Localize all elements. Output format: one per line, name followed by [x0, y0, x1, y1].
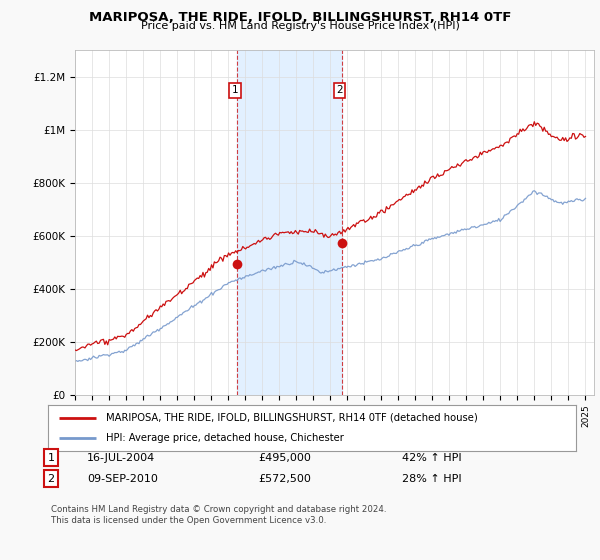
Text: MARIPOSA, THE RIDE, IFOLD, BILLINGSHURST, RH14 0TF (detached house): MARIPOSA, THE RIDE, IFOLD, BILLINGSHURST… [106, 413, 478, 423]
Text: 1: 1 [232, 85, 238, 95]
Text: 09-SEP-2010: 09-SEP-2010 [87, 474, 158, 484]
Text: 2: 2 [47, 474, 55, 484]
Text: 42% ↑ HPI: 42% ↑ HPI [402, 452, 461, 463]
Text: HPI: Average price, detached house, Chichester: HPI: Average price, detached house, Chic… [106, 433, 344, 443]
Text: £572,500: £572,500 [258, 474, 311, 484]
Text: Price paid vs. HM Land Registry's House Price Index (HPI): Price paid vs. HM Land Registry's House … [140, 21, 460, 31]
Text: 28% ↑ HPI: 28% ↑ HPI [402, 474, 461, 484]
Bar [238, 50, 342, 395]
Text: Contains HM Land Registry data © Crown copyright and database right 2024.
This d: Contains HM Land Registry data © Crown c… [51, 505, 386, 525]
Text: 16-JUL-2004: 16-JUL-2004 [87, 452, 155, 463]
Text: £495,000: £495,000 [258, 452, 311, 463]
Text: 2: 2 [336, 85, 343, 95]
Text: 1: 1 [47, 452, 55, 463]
Text: MARIPOSA, THE RIDE, IFOLD, BILLINGSHURST, RH14 0TF: MARIPOSA, THE RIDE, IFOLD, BILLINGSHURST… [89, 11, 511, 24]
